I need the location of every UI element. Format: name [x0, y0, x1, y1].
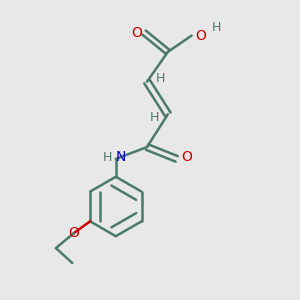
Text: H: H [211, 21, 221, 34]
Text: O: O [131, 26, 142, 40]
Text: H: H [156, 72, 165, 85]
Text: H: H [150, 111, 159, 124]
Text: O: O [182, 150, 193, 164]
Text: O: O [195, 28, 206, 43]
Text: H: H [103, 151, 112, 164]
Text: N: N [116, 150, 126, 164]
Text: O: O [68, 226, 79, 240]
